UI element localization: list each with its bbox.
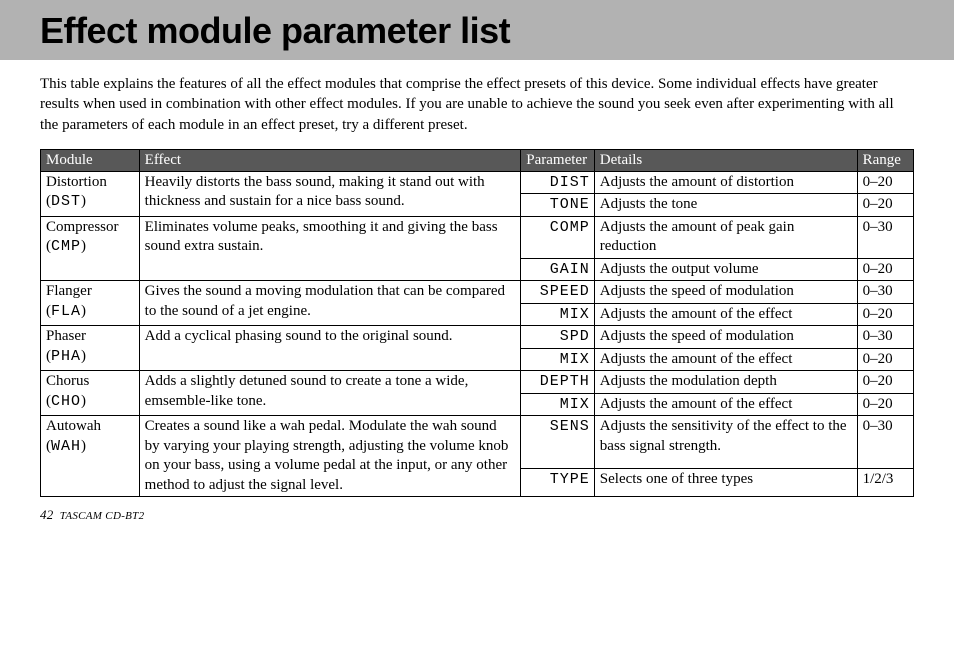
parameter-table: Module Effect Parameter Details Range Di… [40, 149, 914, 498]
module-cell: Flanger(FLA) [41, 281, 140, 326]
details-cell: Adjusts the amount of the effect [594, 303, 857, 326]
details-cell: Adjusts the speed of modulation [594, 326, 857, 349]
module-name: Phaser [46, 328, 86, 344]
effect-cell: Creates a sound like a wah pedal. Modula… [139, 416, 521, 497]
page: Effect module parameter list This table … [0, 0, 954, 535]
module-code: WAH [51, 438, 81, 455]
header-effect: Effect [139, 149, 521, 171]
range-cell: 0–20 [857, 393, 913, 416]
page-title: Effect module parameter list [40, 10, 914, 52]
details-cell: Adjusts the output volume [594, 258, 857, 281]
parameter-cell: DIST [521, 171, 595, 194]
range-cell: 0–20 [857, 303, 913, 326]
header-range: Range [857, 149, 913, 171]
page-footer: 42 TASCAM CD-BT2 [40, 507, 914, 523]
header-parameter: Parameter [521, 149, 595, 171]
parameter-cell: GAIN [521, 258, 595, 281]
range-cell: 0–30 [857, 326, 913, 349]
intro-text: This table explains the features of all … [40, 74, 914, 135]
title-bar: Effect module parameter list [0, 0, 954, 60]
module-code: CMP [51, 238, 81, 255]
module-name: Distortion [46, 174, 107, 190]
effect-cell: Heavily distorts the bass sound, making … [139, 171, 521, 216]
range-cell: 0–20 [857, 258, 913, 281]
details-cell: Adjusts the sensitivity of the effect to… [594, 416, 857, 469]
details-cell: Adjusts the amount of the effect [594, 393, 857, 416]
parameter-cell: TONE [521, 194, 595, 217]
effect-cell: Add a cyclical phasing sound to the orig… [139, 326, 521, 371]
range-cell: 0–20 [857, 171, 913, 194]
parameter-cell: COMP [521, 216, 595, 258]
details-cell: Adjusts the amount of the effect [594, 348, 857, 371]
table-row: Autowah(WAH)Creates a sound like a wah p… [41, 416, 914, 469]
details-cell: Adjusts the amount of peak gain reductio… [594, 216, 857, 258]
table-row: Distortion(DST)Heavily distorts the bass… [41, 171, 914, 194]
effect-cell: Gives the sound a moving modulation that… [139, 281, 521, 326]
parameter-cell: MIX [521, 303, 595, 326]
header-details: Details [594, 149, 857, 171]
parameter-cell: TYPE [521, 468, 595, 496]
range-cell: 0–30 [857, 216, 913, 258]
parameter-cell: SENS [521, 416, 595, 469]
details-cell: Adjusts the amount of distortion [594, 171, 857, 194]
parameter-cell: SPEED [521, 281, 595, 304]
range-cell: 0–20 [857, 194, 913, 217]
range-cell: 1/2/3 [857, 468, 913, 496]
range-cell: 0–30 [857, 416, 913, 469]
range-cell: 0–20 [857, 371, 913, 394]
module-cell: Phaser(PHA) [41, 326, 140, 371]
range-cell: 0–30 [857, 281, 913, 304]
table-header-row: Module Effect Parameter Details Range [41, 149, 914, 171]
parameter-cell: MIX [521, 348, 595, 371]
table-row: Chorus(CHO)Adds a slightly detuned sound… [41, 371, 914, 394]
details-cell: Adjusts the tone [594, 194, 857, 217]
parameter-cell: MIX [521, 393, 595, 416]
parameter-cell: DEPTH [521, 371, 595, 394]
product-name: TASCAM CD-BT2 [60, 510, 145, 522]
details-cell: Adjusts the speed of modulation [594, 281, 857, 304]
parameter-cell: SPD [521, 326, 595, 349]
details-cell: Selects one of three types [594, 468, 857, 496]
header-module: Module [41, 149, 140, 171]
page-number: 42 [40, 507, 54, 522]
module-name: Flanger [46, 283, 92, 299]
table-row: Compressor(CMP)Eliminates volume peaks, … [41, 216, 914, 258]
details-cell: Adjusts the modulation depth [594, 371, 857, 394]
module-cell: Compressor(CMP) [41, 216, 140, 281]
module-cell: Distortion(DST) [41, 171, 140, 216]
module-code: DST [51, 193, 81, 210]
effect-cell: Adds a slightly detuned sound to create … [139, 371, 521, 416]
module-cell: Autowah(WAH) [41, 416, 140, 497]
module-code: PHA [51, 348, 81, 365]
module-name: Autowah [46, 418, 101, 434]
module-name: Compressor [46, 219, 119, 235]
table-row: Flanger(FLA)Gives the sound a moving mod… [41, 281, 914, 304]
module-cell: Chorus(CHO) [41, 371, 140, 416]
module-code: FLA [51, 303, 81, 320]
range-cell: 0–20 [857, 348, 913, 371]
module-code: CHO [51, 393, 81, 410]
module-name: Chorus [46, 373, 89, 389]
effect-cell: Eliminates volume peaks, smoothing it an… [139, 216, 521, 281]
table-row: Phaser(PHA)Add a cyclical phasing sound … [41, 326, 914, 349]
